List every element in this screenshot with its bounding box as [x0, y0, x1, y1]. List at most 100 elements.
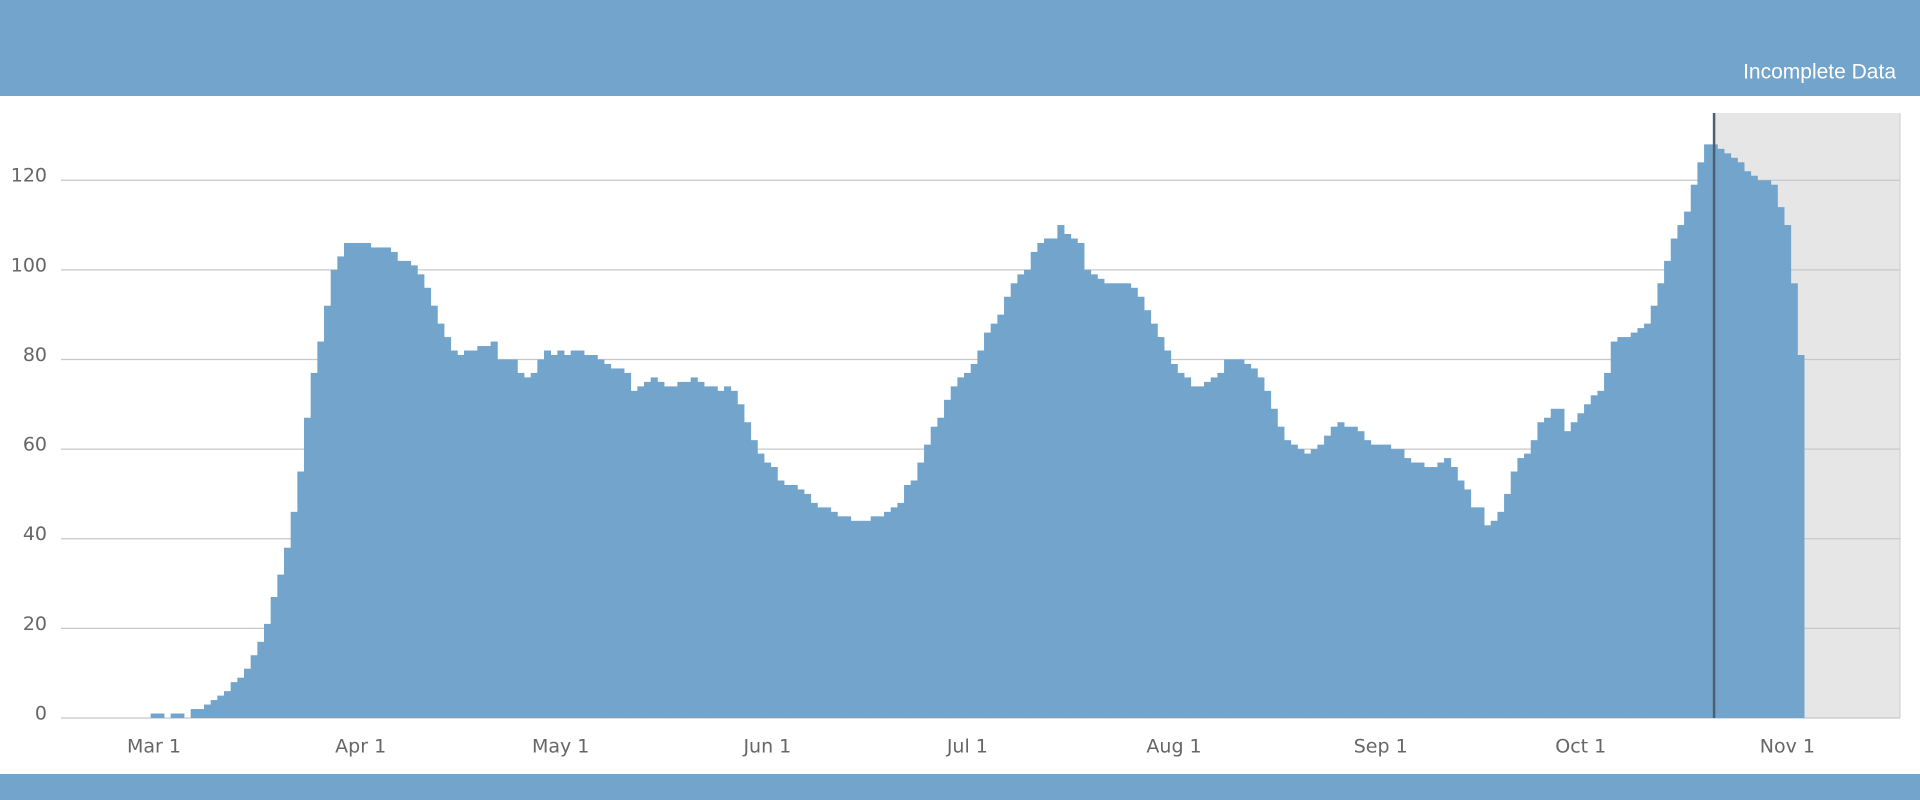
- bar: [1270, 408, 1278, 718]
- bar: [1570, 422, 1578, 718]
- bar: [1250, 368, 1258, 718]
- bar: [204, 704, 212, 718]
- bar: [784, 484, 792, 718]
- bar: [510, 359, 518, 718]
- bar: [1117, 283, 1125, 718]
- bar: [590, 355, 598, 718]
- bar: [644, 381, 652, 718]
- y-tick-label: 40: [23, 523, 47, 545]
- bar: [384, 247, 392, 718]
- bar: [277, 574, 285, 718]
- bar: [1470, 507, 1478, 718]
- bar: [664, 386, 672, 718]
- bar: [690, 377, 698, 718]
- bar: [1784, 225, 1792, 718]
- bar: [637, 386, 645, 718]
- bar: [597, 359, 605, 718]
- bar: [1504, 493, 1512, 718]
- bar: [790, 484, 798, 718]
- bar: [517, 372, 525, 718]
- bar: [1057, 225, 1065, 718]
- bar: [1157, 337, 1165, 718]
- header-band: [0, 0, 1920, 96]
- y-tick-label: 60: [23, 434, 47, 456]
- bar: [437, 323, 445, 718]
- bar: [890, 507, 898, 718]
- bar: [737, 404, 745, 718]
- bar: [150, 713, 158, 718]
- bar: [804, 493, 812, 718]
- bar: [1437, 462, 1445, 718]
- bar: [1597, 390, 1605, 718]
- bar: [450, 350, 458, 718]
- bar: [810, 502, 818, 718]
- bar: [910, 480, 918, 718]
- bar: [1717, 148, 1725, 718]
- bar: [1737, 162, 1745, 719]
- bar: [864, 520, 872, 718]
- bar: [1310, 449, 1318, 718]
- bar: [190, 709, 198, 718]
- bar: [570, 350, 578, 718]
- bar: [357, 242, 365, 719]
- bar: [1690, 184, 1698, 718]
- y-tick-label: 100: [11, 254, 47, 276]
- bar: [270, 597, 278, 718]
- bar: [310, 372, 318, 718]
- bar: [397, 260, 405, 718]
- bar: [464, 350, 472, 718]
- bar: [824, 507, 832, 718]
- y-tick-label: 0: [35, 703, 47, 725]
- bar: [1610, 341, 1618, 718]
- bar: [304, 417, 312, 718]
- bar: [1750, 175, 1758, 719]
- bar: [1730, 157, 1738, 718]
- bar: [1457, 480, 1465, 718]
- bar: [297, 471, 305, 718]
- x-tick-label: Sep 1: [1354, 736, 1408, 758]
- bar: [630, 390, 638, 718]
- bar: [1410, 462, 1418, 718]
- bar: [844, 516, 852, 718]
- bar: [1777, 207, 1785, 718]
- bar: [684, 381, 692, 718]
- bar: [697, 381, 705, 718]
- bar: [1677, 225, 1685, 718]
- bar: [837, 516, 845, 718]
- bar: [457, 355, 465, 718]
- bar: [1664, 260, 1672, 718]
- bar: [377, 247, 385, 718]
- bar: [1164, 350, 1172, 718]
- bar: [964, 372, 972, 718]
- bar: [1070, 238, 1078, 718]
- bar: [1450, 467, 1458, 718]
- footer-band: [0, 774, 1920, 800]
- bar: [850, 520, 858, 718]
- bar: [924, 444, 932, 718]
- bar: [877, 516, 885, 718]
- bar: [1670, 238, 1678, 718]
- bar: [490, 341, 498, 718]
- bar: [1557, 408, 1565, 718]
- bar: [290, 511, 298, 718]
- bar: [350, 242, 358, 719]
- bar: [1290, 444, 1298, 718]
- bar: [1124, 283, 1132, 718]
- bar: [1724, 153, 1732, 719]
- bar: [1044, 238, 1052, 718]
- bar: [704, 386, 712, 718]
- bar: [210, 700, 218, 718]
- y-tick-label: 80: [23, 344, 47, 366]
- bar: [584, 355, 592, 718]
- bar: [1477, 507, 1485, 718]
- bar: [390, 251, 398, 719]
- bar: [1264, 390, 1272, 718]
- bar: [170, 713, 178, 718]
- x-tick-label: Jul 1: [946, 736, 988, 758]
- bar: [1297, 449, 1305, 718]
- bar: [1104, 283, 1112, 718]
- bar: [870, 516, 878, 718]
- bar: [1744, 171, 1752, 718]
- bar: [997, 314, 1005, 718]
